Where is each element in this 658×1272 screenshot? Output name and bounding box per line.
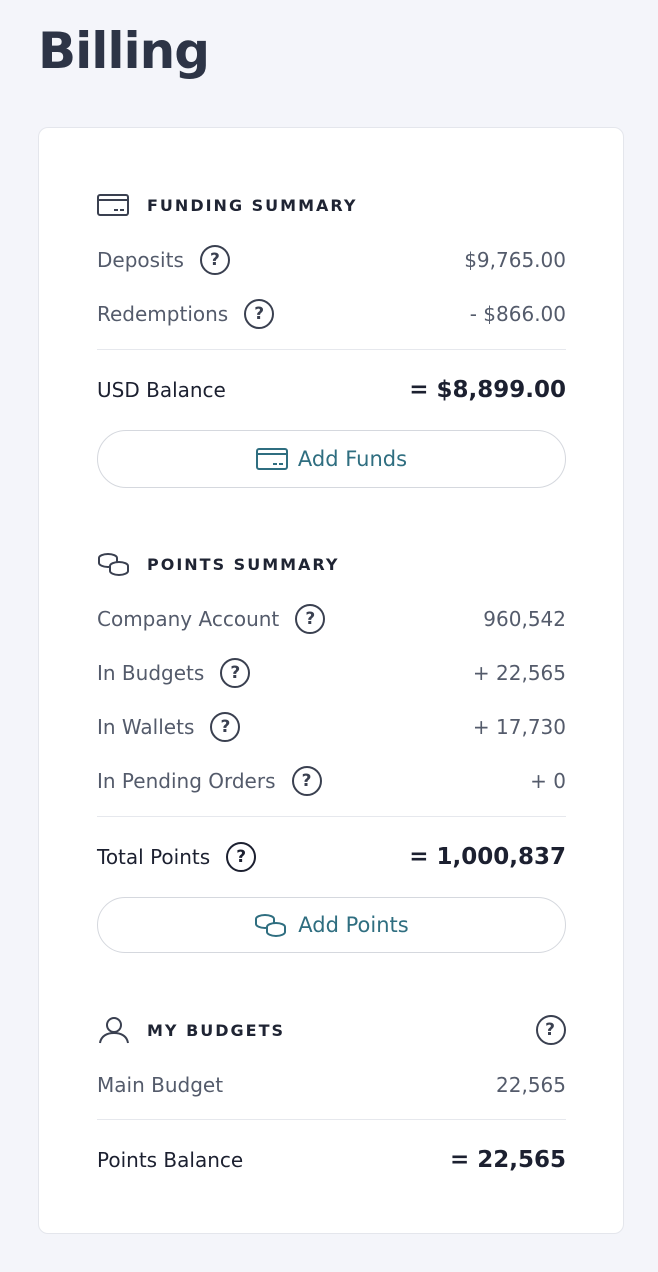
redemptions-value: - $866.00 [469,302,566,326]
divider [97,816,566,817]
deposits-row: Deposits? $9,765.00 [97,233,566,287]
in-wallets-label: In Wallets [97,715,195,739]
billing-card: FUNDING SUMMARY Deposits? $9,765.00 Redem… [38,127,624,1234]
redemptions-label: Redemptions [97,302,229,326]
credit-card-icon [255,448,288,470]
points-balance-row: Points Balance = 22,565 [97,1120,566,1200]
company-account-value: 960,542 [483,607,566,631]
help-icon[interactable]: ? [220,658,251,688]
in-wallets-value: + 17,730 [472,715,566,739]
usd-balance-value: = $8,899.00 [409,377,566,403]
user-icon [97,1017,131,1044]
main-budget-row: Main Budget 22,565 [97,1058,566,1112]
total-points-label: Total Points [97,845,211,869]
add-points-button[interactable]: Add Points [97,897,566,953]
coins-icon [97,552,131,576]
funding-summary-heading: FUNDING SUMMARY [147,195,358,215]
redemptions-row: Redemptions? - $866.00 [97,287,566,341]
help-icon[interactable]: ? [295,604,326,634]
in-pending-orders-row: In Pending Orders? + 0 [97,754,566,808]
main-budget-label: Main Budget [97,1073,224,1097]
company-account-row: Company Account? 960,542 [97,592,566,646]
add-funds-button[interactable]: Add Funds [97,430,566,488]
help-icon[interactable]: ? [291,766,322,796]
points-balance-value: = 22,565 [449,1147,566,1173]
help-icon[interactable]: ? [210,712,241,742]
in-wallets-row: In Wallets? + 17,730 [97,700,566,754]
add-points-label: Add Points [298,913,409,937]
in-budgets-row: In Budgets? + 22,565 [97,646,566,700]
total-points-row: Total Points? = 1,000,837 [97,817,566,897]
page-title: Billing [38,22,210,80]
in-budgets-label: In Budgets [97,661,205,685]
help-icon[interactable]: ? [536,1015,566,1045]
usd-balance-row: USD Balance = $8,899.00 [97,350,566,430]
in-budgets-value: + 22,565 [472,661,566,685]
points-summary-heading: POINTS SUMMARY [147,554,340,574]
help-icon[interactable]: ? [244,299,275,329]
help-icon[interactable]: ? [226,842,257,872]
deposits-label: Deposits [97,248,184,272]
main-budget-value: 22,565 [496,1073,566,1097]
points-summary-header: POINTS SUMMARY [97,552,566,576]
divider [97,349,566,350]
usd-balance-label: USD Balance [97,378,226,402]
in-pending-orders-value: + 0 [530,769,566,793]
add-funds-label: Add Funds [297,447,408,471]
my-budgets-header: MY BUDGETS ? [97,1015,566,1045]
help-icon[interactable]: ? [199,245,230,275]
total-points-value: = 1,000,837 [409,844,566,870]
funding-summary-header: FUNDING SUMMARY [97,193,566,217]
divider [97,1119,566,1120]
company-account-label: Company Account [97,607,280,631]
in-pending-orders-label: In Pending Orders [97,769,276,793]
credit-card-icon [97,193,131,217]
deposits-value: $9,765.00 [464,248,566,272]
points-balance-label: Points Balance [97,1148,244,1172]
coins-icon [255,914,287,937]
my-budgets-heading: MY BUDGETS [147,1020,286,1040]
